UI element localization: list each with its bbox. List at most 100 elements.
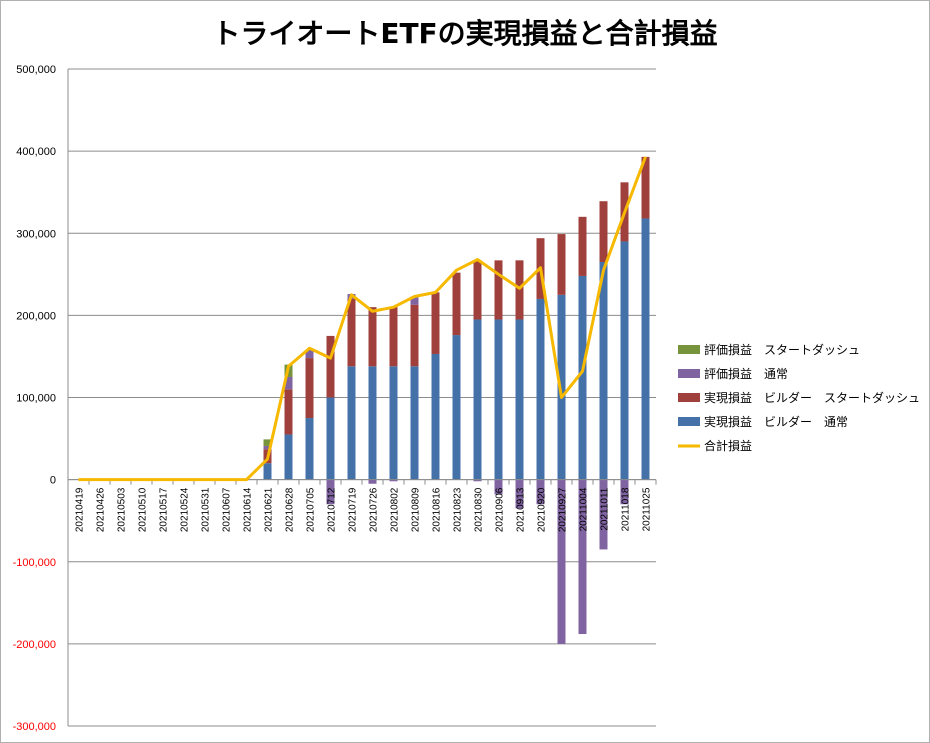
bar-segment: [494, 319, 503, 480]
legend-swatch: [678, 369, 700, 378]
bar-segment: [620, 479, 629, 505]
x-tick-label: 20211018: [621, 487, 632, 531]
bar-segment: [557, 479, 566, 644]
bar-segment: [536, 479, 545, 505]
x-tick-label: 20210705: [306, 487, 317, 532]
x-tick-label: 20210809: [411, 487, 422, 532]
x-tick-label: 20210510: [138, 487, 149, 532]
bar-segment: [389, 307, 398, 367]
bar-segment: [599, 201, 608, 262]
x-tick-label: 20210628: [285, 487, 296, 532]
x-tick-label: 20210712: [327, 487, 338, 532]
bar-segment: [368, 479, 377, 484]
x-tick-label: 20210426: [96, 487, 107, 532]
y-tick-label: 400,000: [16, 146, 56, 158]
bar-segment: [284, 434, 293, 480]
x-tick-label: 20210531: [201, 487, 212, 532]
bar-segment: [473, 479, 482, 482]
bar-segment: [473, 260, 482, 320]
bar-segment: [410, 304, 419, 367]
bar-segment: [410, 296, 419, 305]
legend-label: 評価損益 通常: [704, 366, 788, 381]
x-tick-label: 20210719: [348, 487, 359, 532]
bar-segment: [326, 335, 335, 398]
bar-segment: [368, 366, 377, 480]
legend-swatch: [678, 417, 700, 426]
bar-segment: [263, 463, 272, 480]
bar-segment: [641, 156, 650, 219]
legend-label: 合計損益: [704, 438, 752, 453]
bar-segment: [263, 445, 272, 450]
bar-segment: [578, 275, 587, 480]
bar-segment: [431, 353, 440, 480]
bar-segment: [620, 241, 629, 480]
x-tick-label: 20210726: [369, 487, 380, 532]
bar-segment: [557, 294, 566, 480]
x-tick-label: 20210621: [264, 487, 275, 532]
legend-label: 実現損益 ビルダー スタートダッシュ: [704, 390, 920, 405]
y-tick-label: -200,000: [13, 639, 56, 651]
bar-segment: [578, 479, 587, 635]
y-tick-label: 100,000: [16, 393, 56, 405]
chart-title: トライオートETFの実現損益と合計損益: [212, 17, 718, 50]
bar-segment: [578, 216, 587, 276]
bar-segment: [389, 479, 398, 482]
x-axis-ticks: 20210419 20210426 20210503 20210510 20210517…: [75, 487, 653, 532]
bar-segment: [284, 389, 293, 435]
bar-segment: [452, 335, 461, 480]
bar-segment: [431, 292, 440, 354]
x-tick-label: 20210816: [432, 487, 443, 532]
x-tick-label: 20210906: [495, 487, 506, 532]
bar-segment: [305, 358, 314, 419]
y-tick-label: 500,000: [16, 64, 56, 76]
bar-segment: [326, 397, 335, 480]
bar-segment: [599, 261, 608, 480]
bar-segment: [410, 366, 419, 480]
x-tick-label: 20210920: [537, 487, 548, 532]
legend-swatch: [678, 393, 700, 402]
bar-segment: [494, 260, 503, 320]
x-tick-label: 20210802: [390, 487, 401, 532]
bar-segment: [557, 234, 566, 295]
bar-segment: [305, 349, 314, 359]
y-tick-label: -100,000: [13, 557, 56, 569]
legend-label: 評価損益 スタートダッシュ: [704, 342, 860, 357]
bar-segment: [473, 319, 482, 480]
bar-segment: [347, 298, 356, 367]
bar-segment: [515, 479, 524, 509]
bar-segment: [494, 479, 503, 495]
bar-segment: [389, 366, 398, 480]
bar-segment: [599, 479, 608, 550]
x-tick-label: 20210913: [516, 487, 527, 532]
gridlines: [68, 68, 656, 727]
bar-segment: [326, 479, 335, 505]
y-tick-label: 300,000: [16, 228, 56, 240]
bar-segment: [515, 319, 524, 480]
bar-segment: [641, 218, 650, 480]
x-tick-label: 20211011: [600, 487, 611, 530]
bar-segment: [452, 272, 461, 336]
total-line: [78, 156, 647, 482]
x-tick-label: 20211004: [579, 487, 590, 531]
total-line-series: [78, 156, 647, 482]
x-tick-label: 20210607: [222, 487, 233, 532]
x-tick-label: 20210823: [453, 487, 464, 532]
y-tick-label: 0: [50, 475, 56, 487]
x-tick-label: 20210517: [159, 487, 170, 532]
x-tick-label: 20210830: [474, 487, 485, 532]
bar-segment: [263, 439, 272, 446]
bar-segment: [536, 298, 545, 480]
x-tick-label: 20211025: [642, 487, 653, 531]
bar-segment: [368, 307, 377, 367]
bar-segment: [305, 418, 314, 480]
x-tick-label: 20210524: [180, 487, 191, 532]
x-tick-label: 20210614: [243, 487, 254, 532]
legend-swatch: [678, 345, 700, 354]
bar-segment: [284, 376, 293, 390]
legend-label: 実現損益 ビルダー 通常: [704, 414, 848, 429]
y-axis-ticks: 500,000 400,000 300,000 200,000 100,000 0 -100…: [13, 64, 56, 733]
bar-segment: [515, 260, 524, 320]
